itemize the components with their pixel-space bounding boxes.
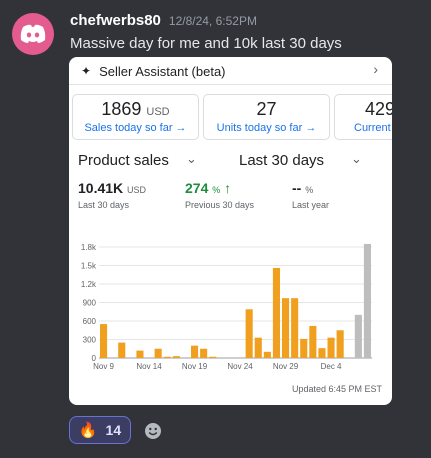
x-tick-label: Nov 29 [273,362,299,371]
x-tick-label: Dec 4 [321,362,342,371]
metric-change: 274 % ↑ [185,180,231,196]
metric-last-year: -- % [292,180,313,196]
chart-bar [154,348,162,358]
username[interactable]: chefwerbs80 [70,12,161,29]
chart-bar [172,356,180,358]
embed-title-text: Seller Assistant (beta) [99,63,226,79]
x-tick-label: Nov 24 [227,362,253,371]
discord-logo-icon [20,24,46,43]
message-text: Massive day for me and 10k last 30 days [70,35,342,52]
card-value: 429 [365,99,392,119]
card-value: 1869 [101,99,142,119]
chart-bar [118,342,126,358]
metric-unit: USD [127,185,147,195]
card-current[interactable]: 429 Current [334,94,392,140]
chart-bar [163,356,171,358]
chart-bar [100,324,108,358]
y-tick-label: 0 [92,354,97,363]
card-link[interactable]: Current [354,122,391,134]
updated-time: Updated 6:45 PM EST [291,384,382,394]
chart-bar [318,348,326,358]
metric-value: -- [292,180,302,196]
arrow-up-icon: ↑ [224,180,232,196]
divider [69,84,392,85]
card-sales-today[interactable]: 1869 USD Sales today so far → [72,94,199,140]
chart-bar [191,345,199,358]
period-dropdown[interactable]: Last 30 days [239,152,325,169]
sparkle-icon: ✦ [81,64,92,78]
y-tick-label: 300 [83,336,97,345]
timestamp: 12/8/24, 6:52PM [168,14,257,28]
fire-reaction-button[interactable]: 🔥 14 [69,416,131,444]
chevron-down-icon[interactable]: ⌄ [186,151,197,166]
metric-dropdown[interactable]: Product sales [78,152,169,169]
y-tick-label: 900 [83,299,97,308]
chart-bar [300,338,308,358]
chart-bar [327,337,335,358]
chevron-right-icon[interactable]: › [373,61,378,77]
metric-label: Last 30 days [78,200,130,210]
metric-total: 10.41K USD [78,180,146,196]
card-link[interactable]: Units today so far → [216,122,317,134]
y-tick-label: 1.2k [81,280,97,289]
chevron-down-icon[interactable]: ⌄ [351,151,362,166]
chart-bar [272,267,280,358]
card-unit: USD [146,106,170,118]
y-tick-label: 600 [83,317,97,326]
avatar[interactable] [12,13,54,55]
smiley-icon [145,423,161,439]
card-units-today[interactable]: 27 Units today so far → [203,94,330,140]
chart-bar [309,325,317,358]
seller-assistant-embed: ✦ Seller Assistant (beta) › 1869 USD Sal… [69,57,392,405]
fire-emoji-icon: 🔥 [78,422,98,439]
metric-label: Previous 30 days [185,200,255,210]
add-reaction-button[interactable] [140,418,166,444]
metric-unit: % [212,185,221,195]
chart-bar [363,243,371,358]
metric-value: 274 [185,180,209,196]
metric-unit: % [305,185,314,195]
chart-bar [354,314,362,358]
x-tick-label: Nov 14 [136,362,162,371]
card-value: 27 [256,99,277,119]
chart-bar [200,348,208,358]
chart-bar [282,298,290,358]
y-tick-label: 1.8k [81,243,97,252]
chart-bar [263,351,271,358]
chart-bar [291,298,299,358]
chart-bar [245,309,253,358]
chart-bar [136,350,144,358]
x-tick-label: Nov 9 [93,362,114,371]
y-tick-label: 1.5k [81,262,97,271]
x-tick-label: Nov 19 [182,362,208,371]
metric-label: Last year [292,200,330,210]
chart-bar [254,337,262,358]
card-link[interactable]: Sales today so far → [84,122,187,134]
metric-value: 10.41K [78,180,124,196]
chart-bar [209,356,217,358]
reaction-count: 14 [105,422,122,438]
embed-title[interactable]: ✦ Seller Assistant (beta) [81,62,226,80]
chart-bar [336,330,344,358]
sales-bar-chart: 0 300 600 900 1.2k 1.5k 1.8k Nov 9 Nov 14 Nov 19 N… [81,243,372,371]
